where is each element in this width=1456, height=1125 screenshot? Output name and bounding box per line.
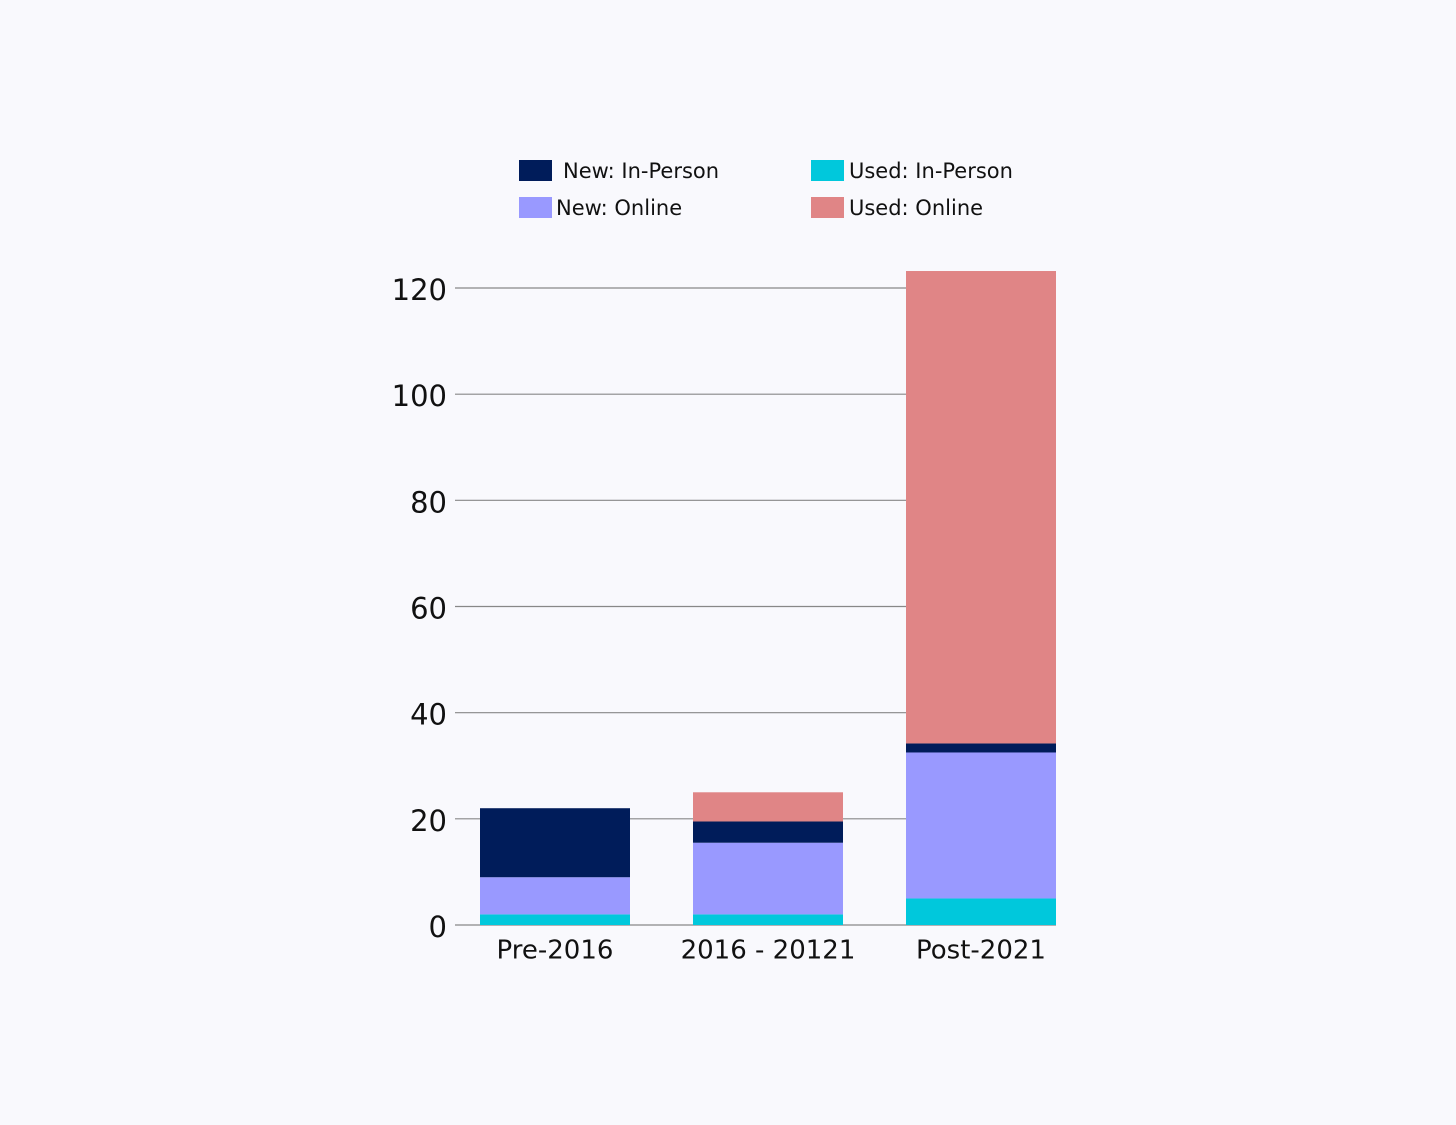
legend-swatch [811, 160, 844, 181]
bar-segment [480, 877, 630, 915]
x-tick-label: Pre-2016 [497, 936, 614, 966]
legend-swatch [519, 160, 552, 181]
legend-label: Used: In-Person [849, 159, 1013, 183]
x-tick-label: Post-2021 [916, 936, 1046, 966]
bar-segment [906, 752, 1056, 899]
bar-segment [906, 271, 1056, 744]
legend-label: New: Online [556, 196, 682, 220]
y-tick-label: 60 [410, 592, 447, 626]
y-tick-label: 20 [410, 804, 447, 838]
bar-segment [906, 898, 1056, 925]
y-tick-label: 80 [410, 485, 447, 519]
x-tick-label: 2016 - 20121 [681, 936, 856, 966]
legend-label: New: In-Person [563, 159, 719, 183]
bar-segment [693, 792, 843, 822]
bar-segment [693, 842, 843, 915]
y-tick-label: 0 [429, 910, 447, 944]
legend-label: Used: Online [849, 196, 983, 220]
bar-segment [480, 914, 630, 925]
bar-segment [693, 821, 843, 843]
legend-swatch [811, 197, 844, 218]
y-tick-label: 40 [410, 698, 447, 732]
legend-swatch [519, 197, 552, 218]
bar-segment [480, 808, 630, 878]
bar-segment [906, 743, 1056, 753]
bar-segment [693, 914, 843, 925]
y-tick-label: 120 [392, 273, 447, 307]
y-tick-label: 100 [392, 379, 447, 413]
